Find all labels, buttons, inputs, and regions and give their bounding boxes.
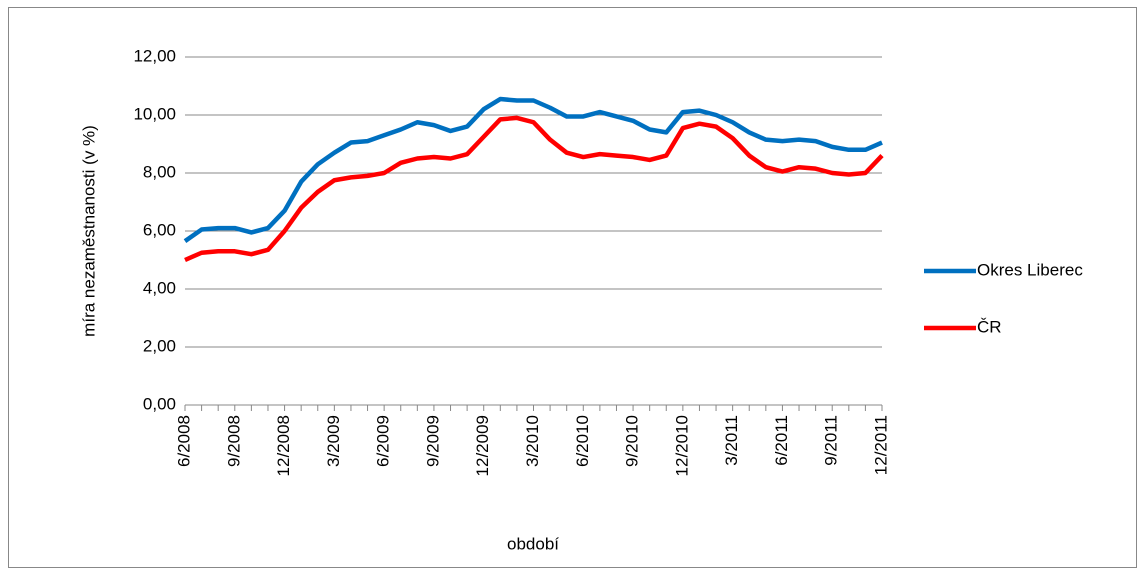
y-axis-title: míra nezaměstnanosti (v %) (79, 125, 98, 337)
y-tick-label: 2,00 (143, 336, 176, 355)
x-tick-label: 12/2008 (274, 415, 293, 476)
x-tick-label: 9/2008 (224, 415, 243, 467)
x-tick-label: 6/2010 (573, 415, 592, 467)
x-tick-label: 9/2010 (623, 415, 642, 467)
x-tick-label: 3/2009 (324, 415, 343, 467)
y-tick-label: 0,00 (143, 394, 176, 413)
x-tick-label: 9/2011 (822, 415, 841, 466)
x-tick-label: 6/2011 (772, 415, 791, 466)
y-tick-label: 8,00 (143, 162, 176, 181)
x-tick-label: 12/2009 (473, 415, 492, 476)
series-line (183, 96, 883, 243)
x-tick-label: 3/2010 (523, 415, 542, 467)
y-tick-label: 6,00 (143, 220, 176, 239)
x-tick-label: 6/2008 (174, 415, 193, 467)
y-tick-label: 4,00 (143, 278, 176, 297)
legend-label: Okres Liberec (977, 260, 1083, 279)
series-line (184, 115, 884, 263)
chart-border (8, 7, 1137, 568)
y-tick-label: 10,00 (133, 104, 176, 123)
y-tick-label: 12,00 (133, 46, 176, 65)
x-tick-label: 12/2011 (871, 415, 890, 475)
x-tick-label: 6/2009 (374, 415, 393, 467)
x-tick-label: 9/2009 (423, 415, 442, 467)
x-axis-title: období (507, 534, 559, 553)
x-tick-label: 3/2011 (722, 415, 741, 466)
x-tick-label: 12/2010 (672, 415, 691, 476)
legend-label: ČR (977, 317, 1002, 336)
